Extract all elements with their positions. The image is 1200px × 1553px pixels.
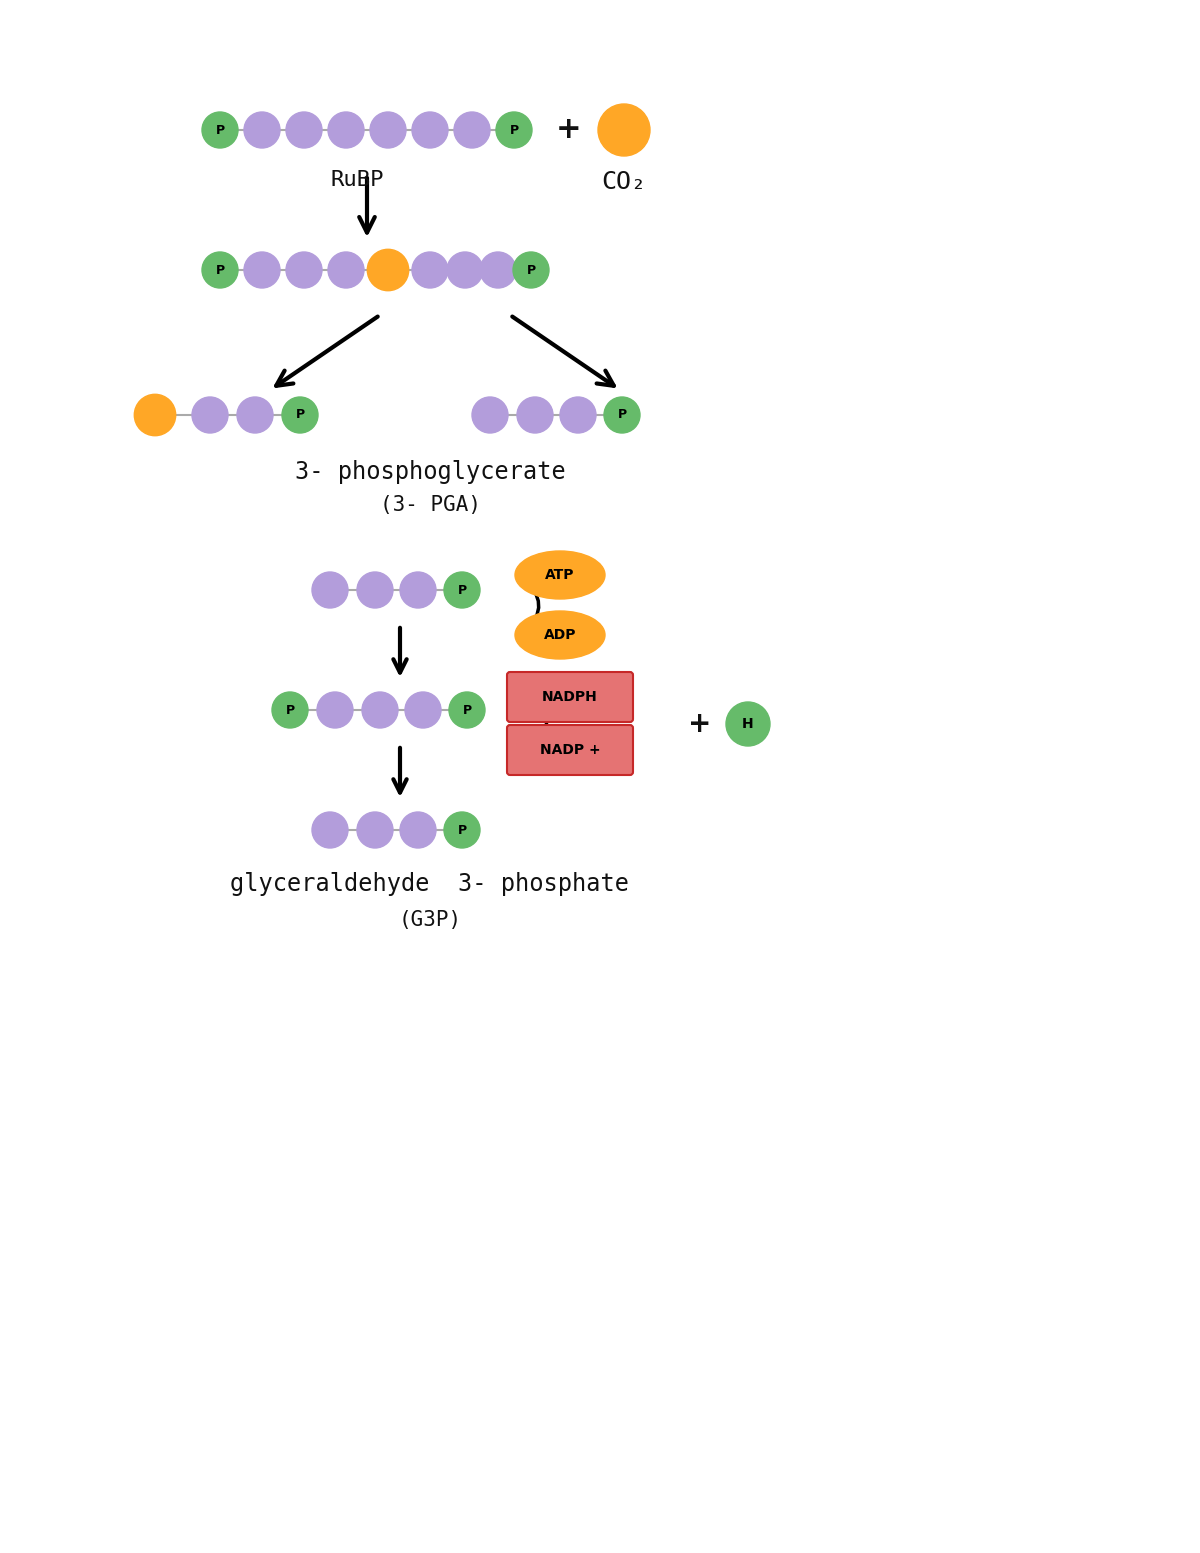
- Text: ADP: ADP: [544, 627, 576, 641]
- Circle shape: [400, 812, 436, 848]
- Ellipse shape: [515, 551, 605, 599]
- Circle shape: [282, 398, 318, 433]
- Circle shape: [454, 112, 490, 148]
- Circle shape: [406, 693, 442, 728]
- Text: P: P: [510, 124, 518, 137]
- Circle shape: [560, 398, 596, 433]
- Text: NADP +: NADP +: [540, 742, 600, 756]
- Circle shape: [312, 572, 348, 609]
- Text: P: P: [216, 124, 224, 137]
- FancyBboxPatch shape: [508, 725, 634, 775]
- Circle shape: [358, 572, 394, 609]
- Circle shape: [272, 693, 308, 728]
- Circle shape: [362, 693, 398, 728]
- Circle shape: [480, 252, 516, 287]
- Text: P: P: [527, 264, 535, 276]
- Text: 3- phosphoglycerate: 3- phosphoglycerate: [295, 460, 565, 485]
- Circle shape: [496, 112, 532, 148]
- Text: (G3P): (G3P): [398, 910, 462, 930]
- Circle shape: [517, 398, 553, 433]
- Circle shape: [134, 394, 175, 436]
- Text: P: P: [457, 584, 467, 596]
- Text: CO₂: CO₂: [601, 169, 647, 194]
- Circle shape: [244, 252, 280, 287]
- Circle shape: [312, 812, 348, 848]
- Text: P: P: [457, 823, 467, 837]
- Circle shape: [400, 572, 436, 609]
- Circle shape: [604, 398, 640, 433]
- Text: P: P: [295, 408, 305, 421]
- Text: (3- PGA): (3- PGA): [379, 495, 480, 516]
- FancyBboxPatch shape: [508, 672, 634, 722]
- Circle shape: [238, 398, 274, 433]
- Circle shape: [286, 112, 322, 148]
- Circle shape: [446, 252, 482, 287]
- Circle shape: [472, 398, 508, 433]
- Circle shape: [598, 104, 650, 155]
- Circle shape: [367, 250, 409, 290]
- Text: NADPH: NADPH: [542, 690, 598, 704]
- Text: P: P: [286, 704, 294, 716]
- Circle shape: [202, 112, 238, 148]
- Text: ATP: ATP: [545, 568, 575, 582]
- Circle shape: [244, 112, 280, 148]
- Circle shape: [726, 702, 770, 745]
- Text: H: H: [742, 717, 754, 731]
- Circle shape: [370, 112, 406, 148]
- Circle shape: [202, 252, 238, 287]
- Circle shape: [192, 398, 228, 433]
- Circle shape: [412, 112, 448, 148]
- Circle shape: [328, 112, 364, 148]
- Circle shape: [444, 572, 480, 609]
- Circle shape: [317, 693, 353, 728]
- Text: +: +: [556, 115, 582, 144]
- Text: P: P: [216, 264, 224, 276]
- Circle shape: [449, 693, 485, 728]
- Circle shape: [286, 252, 322, 287]
- Text: glyceraldehyde  3- phosphate: glyceraldehyde 3- phosphate: [230, 871, 630, 896]
- Circle shape: [328, 252, 364, 287]
- Text: P: P: [462, 704, 472, 716]
- Text: P: P: [618, 408, 626, 421]
- Ellipse shape: [515, 610, 605, 658]
- Text: +: +: [689, 710, 712, 738]
- Circle shape: [514, 252, 550, 287]
- Text: RuBP: RuBP: [330, 169, 384, 189]
- Circle shape: [412, 252, 448, 287]
- Circle shape: [444, 812, 480, 848]
- Circle shape: [358, 812, 394, 848]
